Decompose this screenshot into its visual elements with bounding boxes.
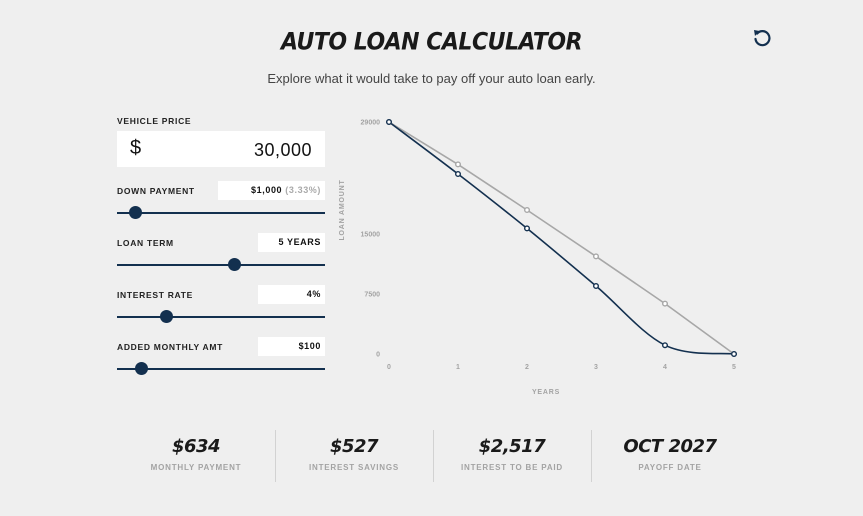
added-monthly-slider-thumb[interactable] xyxy=(134,362,148,375)
y-tick-label: 7500 xyxy=(364,292,380,299)
data-point xyxy=(662,342,669,349)
down-payment-value: $1,000 xyxy=(251,185,283,195)
y-tick-label: 0 xyxy=(376,352,380,359)
added-monthly-label: ADDED MONTHLY AMT xyxy=(117,342,224,352)
stat-caption: MONTHLY PAYMENT xyxy=(150,463,242,472)
loan-term-label: LOAN TERM xyxy=(117,238,174,248)
added-monthly-slider[interactable] xyxy=(117,362,325,375)
summary-stats: $634 MONTHLY PAYMENT $527 INTEREST SAVIN… xyxy=(117,430,749,482)
y-tick-label: 29000 xyxy=(361,120,381,127)
series-line-1 xyxy=(388,121,735,355)
stat-payoff-date: OCT 2027 PAYOFF DATE xyxy=(591,430,749,482)
data-point xyxy=(523,206,530,213)
stat-divider xyxy=(433,430,434,482)
currency-symbol: $ xyxy=(130,137,142,159)
reset-button[interactable] xyxy=(750,26,774,50)
data-point xyxy=(523,225,530,232)
stat-caption: INTEREST SAVINGS xyxy=(309,463,399,472)
down-payment-value-box[interactable]: $1,000 (3.33%) xyxy=(218,181,325,200)
data-point xyxy=(593,282,600,289)
loan-term-value-box[interactable]: 5 YEARS xyxy=(258,233,325,252)
interest-rate-slider[interactable] xyxy=(117,310,325,323)
vehicle-price-label: VEHICLE PRICE xyxy=(117,116,192,126)
down-payment-slider-thumb[interactable] xyxy=(128,206,142,219)
added-monthly-value-box[interactable]: $100 xyxy=(258,337,325,356)
stat-value: $634 xyxy=(171,436,221,457)
chart-ylabel: LOAN AMOUNT xyxy=(339,179,346,240)
loan-chart: LOAN AMOUNT YEARS 29000 15000 7500 0 0 1 2 3 4 5 xyxy=(339,118,738,396)
data-point xyxy=(386,118,393,125)
data-point xyxy=(593,253,600,260)
stat-interest-savings: $527 INTEREST SAVINGS xyxy=(275,430,433,482)
stat-value: OCT 2027 xyxy=(623,436,717,457)
stat-divider xyxy=(591,430,592,482)
x-tick-label: 4 xyxy=(663,364,667,371)
down-payment-percent: (3.33%) xyxy=(285,185,321,195)
interest-rate-value: 4% xyxy=(306,289,321,299)
data-point xyxy=(454,161,461,168)
stat-caption: INTEREST TO BE PAID xyxy=(460,463,564,472)
interest-rate-slider-thumb[interactable] xyxy=(159,310,173,323)
stat-caption: PAYOFF DATE xyxy=(638,463,702,472)
stat-monthly-payment: $634 MONTHLY PAYMENT xyxy=(117,430,275,482)
x-tick-label: 2 xyxy=(525,364,529,371)
data-point xyxy=(454,171,461,178)
reset-icon xyxy=(754,30,771,47)
interest-rate-label: INTEREST RATE xyxy=(117,290,194,300)
loan-term-value: 5 YEARS xyxy=(278,237,321,247)
vehicle-price-input[interactable] xyxy=(162,140,312,161)
x-tick-label: 5 xyxy=(732,364,736,371)
stat-interest-to-be-paid: $2,517 INTEREST TO BE PAID xyxy=(433,430,591,482)
stat-value: $527 xyxy=(329,436,379,457)
x-tick-label: 3 xyxy=(594,364,598,371)
added-monthly-value: $100 xyxy=(298,341,321,351)
loan-term-slider[interactable] xyxy=(117,258,325,271)
x-tick-label: 1 xyxy=(456,364,460,371)
data-point xyxy=(662,300,669,307)
y-tick-label: 15000 xyxy=(361,232,381,239)
data-point xyxy=(731,350,738,357)
down-payment-slider[interactable] xyxy=(117,206,325,219)
vehicle-price-field[interactable]: $ xyxy=(117,131,325,167)
chart-xlabel: YEARS xyxy=(532,389,560,396)
page-title: AUTO LOAN CALCULATOR xyxy=(280,29,583,56)
stat-divider xyxy=(275,430,276,482)
series-line-0 xyxy=(388,121,735,355)
loan-term-slider-thumb[interactable] xyxy=(228,258,242,271)
x-tick-label: 0 xyxy=(387,364,391,371)
down-payment-label: DOWN PAYMENT xyxy=(117,186,195,196)
page-subtitle: Explore what it would take to pay off yo… xyxy=(267,71,596,86)
stat-value: $2,517 xyxy=(478,436,546,457)
interest-rate-value-box[interactable]: 4% xyxy=(258,285,325,304)
